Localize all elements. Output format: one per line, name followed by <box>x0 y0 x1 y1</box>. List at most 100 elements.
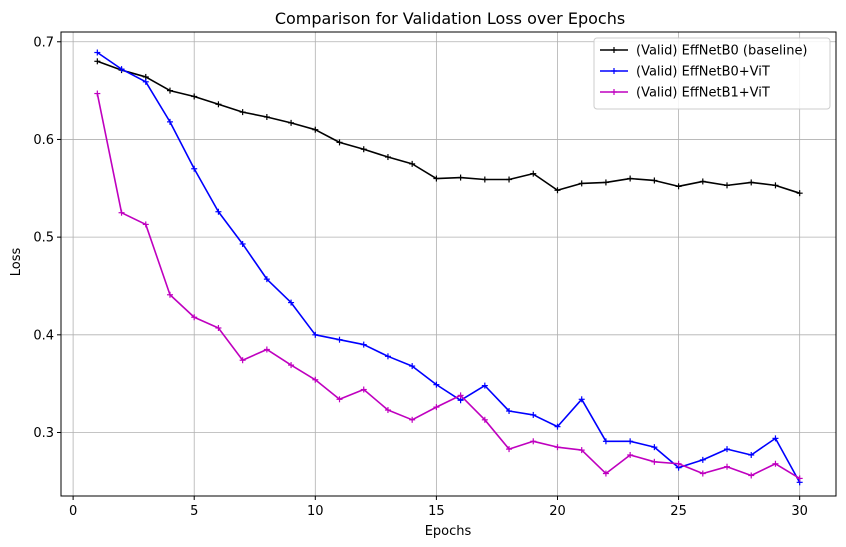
data-point <box>530 438 537 445</box>
data-point <box>578 180 585 187</box>
chart-title: Comparison for Validation Loss over Epoc… <box>275 9 625 28</box>
x-tick-label: 25 <box>670 504 687 519</box>
data-point <box>360 341 367 348</box>
data-point <box>772 435 779 442</box>
data-point <box>554 444 561 451</box>
data-point <box>772 182 779 189</box>
data-point <box>699 470 706 477</box>
data-point <box>263 346 270 353</box>
data-point <box>384 407 391 414</box>
y-tick-label: 0.7 <box>33 35 54 50</box>
data-point <box>215 208 222 215</box>
data-point <box>166 118 173 125</box>
grid-lines <box>61 32 836 496</box>
x-axis-label: Epochs <box>425 524 472 539</box>
data-point <box>94 58 101 65</box>
data-point <box>215 324 222 331</box>
data-point <box>94 90 101 97</box>
data-point <box>651 444 658 451</box>
series-line <box>96 51 801 483</box>
data-point <box>772 460 779 467</box>
data-point <box>724 182 731 189</box>
series-3 <box>94 90 803 482</box>
data-point <box>748 472 755 479</box>
legend-label: (Valid) EffNetB0 (baseline) <box>636 44 808 59</box>
data-point <box>554 187 561 194</box>
legend-label: (Valid) EffNetB1+ViT <box>636 86 770 101</box>
data-point <box>748 451 755 458</box>
data-point <box>699 178 706 185</box>
legend-label: (Valid) EffNetB0+ViT <box>636 65 770 80</box>
data-point <box>675 460 682 467</box>
data-point <box>239 109 246 116</box>
x-tick-label: 30 <box>791 504 808 519</box>
data-point <box>384 154 391 161</box>
data-point <box>457 392 464 399</box>
data-point <box>481 416 488 423</box>
data-point <box>578 447 585 454</box>
data-point <box>409 416 416 423</box>
data-point <box>699 456 706 463</box>
data-point <box>166 87 173 94</box>
x-tick-label: 0 <box>69 504 77 519</box>
data-point <box>239 240 246 247</box>
data-point <box>651 177 658 184</box>
data-point <box>602 470 609 477</box>
data-point <box>191 93 198 100</box>
data-point <box>118 66 125 73</box>
y-tick-label: 0.3 <box>33 426 54 441</box>
data-point <box>481 382 488 389</box>
data-point <box>651 458 658 465</box>
data-point <box>360 386 367 393</box>
x-tick-label: 5 <box>190 504 198 519</box>
data-point <box>263 276 270 283</box>
data-point <box>796 475 803 482</box>
data-point <box>288 362 295 369</box>
series-2 <box>94 49 803 486</box>
legend-item: (Valid) EffNetB1+ViT <box>600 86 770 101</box>
y-axis-label: Loss <box>9 248 24 277</box>
data-point <box>215 101 222 108</box>
y-tick-label: 0.6 <box>33 133 54 148</box>
y-tick-label: 0.4 <box>33 328 54 343</box>
data-point <box>336 336 343 343</box>
data-point <box>724 446 731 453</box>
data-point <box>530 170 537 177</box>
data-point <box>384 353 391 360</box>
series-layer <box>94 49 803 486</box>
axis-ticks: 0 5 10 15 20 25 30 0.3 0.4 0.5 0.6 0.7 <box>33 35 808 519</box>
legend-item: (Valid) EffNetB0+ViT <box>600 65 770 80</box>
data-point <box>142 78 149 85</box>
data-point <box>312 126 319 133</box>
data-point <box>94 49 101 56</box>
data-point <box>506 176 513 183</box>
plot-area-frame <box>60 31 837 497</box>
data-point <box>191 314 198 321</box>
data-point <box>530 411 537 418</box>
data-point <box>118 209 125 216</box>
legend-item: (Valid) EffNetB0 (baseline) <box>600 44 808 59</box>
data-point <box>457 174 464 181</box>
data-point <box>627 175 634 182</box>
data-point <box>191 165 198 172</box>
legend: (Valid) EffNetB0 (baseline) (Valid) EffNe… <box>593 37 831 110</box>
data-point <box>675 183 682 190</box>
data-point <box>142 221 149 228</box>
data-point <box>166 291 173 298</box>
data-point <box>506 446 513 453</box>
data-point <box>578 396 585 403</box>
data-point <box>554 423 561 430</box>
data-point <box>481 176 488 183</box>
y-tick-label: 0.5 <box>33 231 54 246</box>
legend-box <box>593 37 831 110</box>
data-point <box>409 363 416 370</box>
data-point <box>409 160 416 167</box>
data-point <box>239 357 246 364</box>
data-point <box>796 190 803 197</box>
data-point <box>627 451 634 458</box>
data-point <box>433 175 440 182</box>
data-point <box>748 179 755 186</box>
x-tick-label: 20 <box>549 504 566 519</box>
data-point <box>506 408 513 415</box>
